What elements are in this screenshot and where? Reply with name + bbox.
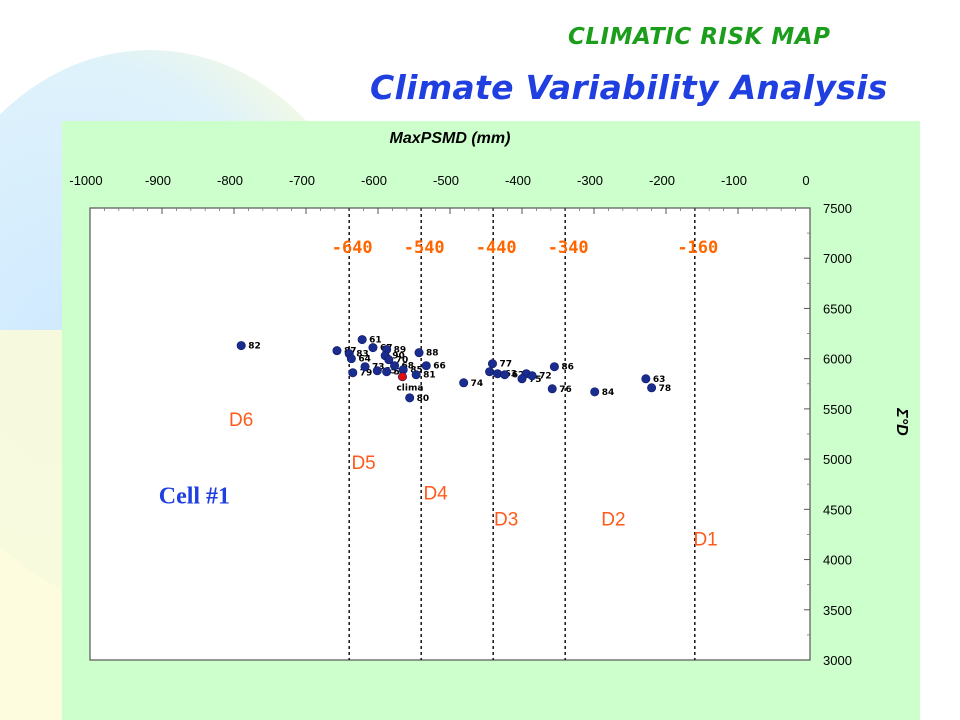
- y-tick-label: 5000: [823, 452, 852, 467]
- threshold-label: -440: [476, 238, 517, 258]
- data-point: [405, 393, 415, 403]
- data-point: [527, 371, 537, 381]
- data-point: [590, 387, 600, 397]
- data-point-label: 64: [358, 355, 371, 365]
- data-point: [332, 346, 342, 356]
- data-point-label: 63: [505, 370, 518, 380]
- x-axis-title: MaxPSMD (mm): [390, 130, 511, 147]
- slide-kicker: CLIMATIC RISK MAP: [568, 24, 831, 50]
- x-tick-label: -400: [505, 173, 531, 188]
- x-tick-label: -900: [145, 173, 171, 188]
- x-tick-label: -700: [289, 173, 315, 188]
- x-tick-label: -200: [649, 173, 675, 188]
- x-tick-label: -1000: [69, 173, 102, 188]
- y-tick-label: 7500: [823, 201, 852, 216]
- data-point-label: 80: [417, 394, 430, 404]
- data-point: [414, 348, 424, 358]
- chart-panel: MaxPSMD (mm) Σ°D -640 -540 -440 -340 -160 -10…: [62, 121, 920, 720]
- zone-label: D1: [693, 529, 717, 550]
- zone-label: D5: [351, 453, 375, 474]
- data-point: [421, 361, 431, 371]
- data-point: [372, 366, 382, 376]
- data-point: [384, 355, 394, 365]
- x-tick-label: 0: [802, 173, 809, 188]
- data-point: [360, 362, 370, 372]
- data-point-label: 82: [248, 342, 261, 352]
- data-point-label: 76: [559, 385, 572, 395]
- threshold-label: -160: [677, 238, 718, 258]
- slide-title: Climate Variability Analysis: [370, 68, 888, 107]
- y-tick-label: 4500: [823, 502, 852, 517]
- x-tick-label: -800: [217, 173, 243, 188]
- data-point-label: clima: [396, 384, 423, 394]
- y-tick-label: 4000: [823, 553, 852, 568]
- data-point-label: 68: [402, 362, 415, 372]
- threshold-label: -340: [548, 238, 589, 258]
- data-point: [346, 354, 356, 364]
- data-point-label: 89: [394, 346, 407, 356]
- data-point-label: 75: [529, 375, 542, 385]
- data-point-label: 78: [659, 384, 672, 394]
- data-point: [647, 383, 657, 393]
- data-point-label: 72: [539, 372, 552, 382]
- data-point-label: 77: [499, 360, 512, 370]
- cell-annotation: Cell #1: [159, 483, 230, 509]
- data-point-label: 90: [392, 352, 405, 362]
- y-axis-title: Σ°D: [893, 407, 910, 436]
- data-point-label: 83: [356, 350, 369, 360]
- data-point-label: 88: [426, 349, 439, 359]
- data-point: [382, 367, 392, 377]
- zone-label: D6: [229, 410, 253, 431]
- data-point-label: 84: [602, 388, 615, 398]
- data-point-label: 61: [369, 336, 382, 346]
- data-point-label: 74: [471, 379, 484, 389]
- data-point: [411, 370, 421, 380]
- data-point: [547, 384, 557, 394]
- y-tick-label: 6500: [823, 301, 852, 316]
- data-point: [549, 362, 559, 372]
- data-point: [459, 378, 469, 388]
- data-point: [236, 341, 246, 351]
- y-tick-label: 7000: [823, 251, 852, 266]
- threshold-label: -640: [332, 238, 373, 258]
- zone-label: D3: [494, 509, 518, 530]
- zone-label: D2: [601, 509, 625, 530]
- data-point: [517, 374, 527, 384]
- scatter-chart: MaxPSMD (mm) Σ°D -640 -540 -440 -340 -160 -10…: [69, 130, 910, 668]
- plot-area: [89, 207, 811, 661]
- data-point: [500, 370, 510, 380]
- data-point: [390, 361, 400, 371]
- data-point-label: 79: [360, 369, 373, 379]
- threshold-label: -540: [404, 238, 445, 258]
- data-point: [485, 367, 495, 377]
- data-point: [397, 372, 407, 382]
- data-point: [357, 335, 367, 345]
- data-point-label: 63: [653, 375, 666, 385]
- x-tick-label: -300: [577, 173, 603, 188]
- y-tick-label: 3000: [823, 653, 852, 668]
- data-point: [641, 374, 651, 384]
- y-tick-label: 3500: [823, 603, 852, 618]
- x-tick-label: -500: [433, 173, 459, 188]
- x-tick-label: -600: [361, 173, 387, 188]
- data-point: [368, 343, 378, 353]
- data-point-label: 81: [423, 371, 436, 381]
- y-tick-label: 6000: [823, 352, 852, 367]
- data-point: [487, 359, 497, 369]
- zone-label: D4: [423, 483, 448, 504]
- data-point-label: 66: [433, 362, 446, 372]
- data-point: [348, 368, 358, 378]
- y-tick-label: 5500: [823, 402, 852, 417]
- data-point-label: 70: [396, 356, 409, 366]
- x-tick-label: -100: [721, 173, 747, 188]
- data-point-label: 86: [561, 363, 574, 373]
- data-point-label: 62: [512, 371, 525, 381]
